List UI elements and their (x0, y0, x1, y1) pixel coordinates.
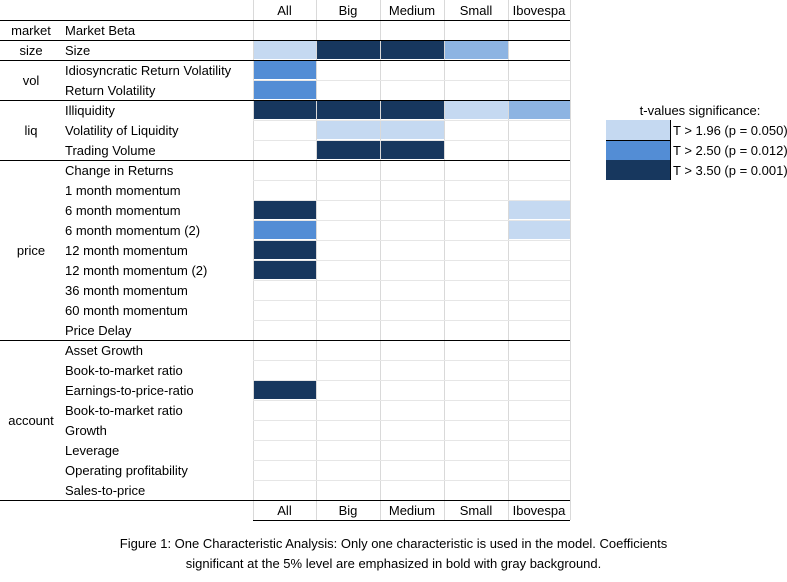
column-header-top: Ibovespa (513, 3, 567, 18)
column-header-bottom: Medium (389, 503, 435, 518)
column-header-top: Medium (389, 3, 435, 18)
row-label: 36 month momentum (65, 283, 188, 298)
legend-swatch (606, 140, 670, 160)
figure-caption-line-1: Figure 1: One Characteristic Analysis: O… (119, 536, 668, 551)
group-label: account (8, 413, 54, 428)
row-label: Book-to-market ratio (65, 403, 183, 418)
heatmap-cell (380, 101, 444, 119)
heatmap-cell (253, 101, 316, 119)
group-label: size (19, 43, 42, 58)
row-label: 60 month momentum (65, 303, 188, 318)
heatmap-cell (508, 201, 570, 219)
heatmap-cell (253, 261, 316, 279)
column-header-bottom: Big (339, 503, 358, 518)
group-label: liq (24, 123, 37, 138)
heatmap-cell (253, 201, 316, 219)
row-label: Change in Returns (65, 163, 174, 178)
heatmap-cell (253, 81, 316, 99)
heatmap-cell (316, 141, 380, 159)
legend-entry-label: T > 2.50 (p = 0.012) (673, 143, 787, 158)
legend-swatch (606, 120, 670, 140)
row-label: Leverage (65, 443, 119, 458)
heatmap-cell (508, 101, 570, 119)
heatmap-cell (253, 221, 316, 239)
legend-entry-label: T > 3.50 (p = 0.001) (673, 163, 787, 178)
group-label: vol (23, 73, 40, 88)
row-label: Operating profitability (65, 463, 188, 478)
row-label: Volatility of Liquidity (65, 123, 179, 138)
row-label: Trading Volume (65, 143, 156, 158)
row-label: 6 month momentum (2) (65, 223, 200, 238)
column-header-bottom: Ibovespa (513, 503, 567, 518)
row-label: Sales-to-price (65, 483, 145, 498)
column-header-top: Big (339, 3, 358, 18)
row-label: Illiquidity (65, 103, 115, 118)
group-label: price (17, 243, 45, 258)
heatmap-cell (316, 41, 380, 59)
heatmap-cell (253, 61, 316, 79)
row-label: Idiosyncratic Return Volatility (65, 63, 232, 78)
heatmap-cell (316, 121, 380, 139)
row-label: 12 month momentum (2) (65, 263, 207, 278)
row-label: Asset Growth (65, 343, 143, 358)
row-label: Book-to-market ratio (65, 363, 183, 378)
row-label: Return Volatility (65, 83, 156, 98)
heatmap-cell (444, 101, 508, 119)
heatmap-cell (380, 121, 444, 139)
group-label: market (11, 23, 51, 38)
heatmap-cell (508, 221, 570, 239)
column-header-bottom: Small (460, 503, 493, 518)
row-label: 1 month momentum (65, 183, 181, 198)
row-label: Market Beta (65, 23, 136, 38)
row-label: Growth (65, 423, 107, 438)
column-header-top: All (277, 3, 292, 18)
legend-entry-label: T > 1.96 (p = 0.050) (673, 123, 787, 138)
heatmap-cell (444, 41, 508, 59)
heatmap-cell (380, 141, 444, 159)
row-label: Price Delay (65, 323, 132, 338)
column-header-top: Small (460, 3, 493, 18)
row-label: Size (65, 43, 90, 58)
heatmap-cell (380, 41, 444, 59)
legend-title: t-values significance: (640, 103, 761, 118)
row-label: 6 month momentum (65, 203, 181, 218)
row-label: Earnings-to-price-ratio (65, 383, 194, 398)
column-header-bottom: All (277, 503, 292, 518)
row-label: 12 month momentum (65, 243, 188, 258)
heatmap-cell (253, 381, 316, 399)
legend-swatch (606, 160, 670, 180)
heatmap-cell (253, 241, 316, 259)
figure-caption-line-2: significant at the 5% level are emphasiz… (185, 556, 602, 571)
heatmap-cell (253, 41, 316, 59)
heatmap-cell (316, 101, 380, 119)
